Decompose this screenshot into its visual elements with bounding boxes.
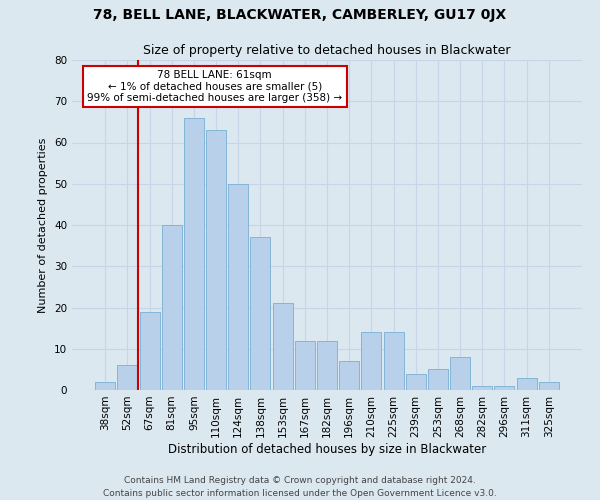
Text: 78 BELL LANE: 61sqm
← 1% of detached houses are smaller (5)
99% of semi-detached: 78 BELL LANE: 61sqm ← 1% of detached hou… <box>87 70 343 103</box>
Bar <box>428 370 448 390</box>
Text: 78, BELL LANE, BLACKWATER, CAMBERLEY, GU17 0JX: 78, BELL LANE, BLACKWATER, CAMBERLEY, GU… <box>94 8 506 22</box>
Bar <box>206 130 226 390</box>
Bar <box>450 357 470 390</box>
Bar <box>272 304 293 390</box>
Text: Contains HM Land Registry data © Crown copyright and database right 2024.
Contai: Contains HM Land Registry data © Crown c… <box>103 476 497 498</box>
Bar <box>295 340 315 390</box>
Title: Size of property relative to detached houses in Blackwater: Size of property relative to detached ho… <box>143 44 511 58</box>
Y-axis label: Number of detached properties: Number of detached properties <box>38 138 49 312</box>
Bar <box>517 378 536 390</box>
Bar <box>162 225 182 390</box>
Bar <box>539 382 559 390</box>
Bar <box>472 386 492 390</box>
X-axis label: Distribution of detached houses by size in Blackwater: Distribution of detached houses by size … <box>168 442 486 456</box>
Bar <box>361 332 382 390</box>
Bar <box>140 312 160 390</box>
Bar <box>317 340 337 390</box>
Bar <box>250 238 271 390</box>
Bar <box>228 184 248 390</box>
Bar <box>339 361 359 390</box>
Bar <box>406 374 426 390</box>
Bar <box>494 386 514 390</box>
Bar <box>383 332 404 390</box>
Bar <box>95 382 115 390</box>
Bar <box>118 365 137 390</box>
Bar <box>184 118 204 390</box>
